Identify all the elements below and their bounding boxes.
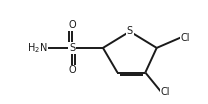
Text: S: S <box>69 43 75 53</box>
Text: S: S <box>127 27 133 37</box>
Text: Cl: Cl <box>181 33 190 43</box>
Text: O: O <box>68 20 76 30</box>
Text: Cl: Cl <box>161 87 170 97</box>
Text: H$_2$N: H$_2$N <box>27 41 47 55</box>
Text: O: O <box>68 66 76 76</box>
